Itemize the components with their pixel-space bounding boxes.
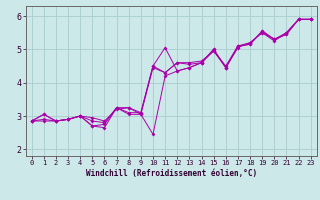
X-axis label: Windchill (Refroidissement éolien,°C): Windchill (Refroidissement éolien,°C) (86, 169, 257, 178)
